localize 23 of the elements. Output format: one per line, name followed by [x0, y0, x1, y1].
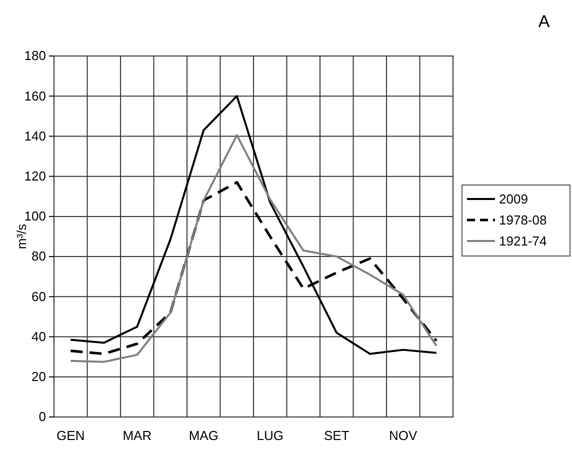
y-tick-label: 140 — [24, 128, 46, 144]
x-tick-label: NOV — [389, 428, 418, 444]
y-tick-label: 80 — [32, 248, 46, 264]
line-series — [70, 95, 438, 355]
x-tick-label: LUG — [256, 428, 284, 444]
text: A — [538, 12, 550, 31]
legend-label: 2009 — [499, 192, 528, 206]
x-tick-label: GEN — [56, 428, 85, 444]
y-tick-label: 0 — [38, 409, 46, 424]
legend-label: 1978-08 — [499, 212, 547, 228]
y-tick-label: 160 — [24, 88, 46, 104]
x-tick-label: SET — [324, 428, 350, 444]
x-tick-label: MAR — [122, 428, 152, 444]
y-axis-title: m³/s — [14, 223, 29, 250]
y-tick-label: 180 — [24, 48, 46, 64]
y-tick-label: 40 — [32, 328, 46, 344]
line-series — [70, 134, 438, 363]
y-tick-label: 20 — [32, 369, 46, 384]
x-tick-label: MAG — [188, 428, 218, 444]
y-tick-label: 60 — [32, 288, 46, 304]
y-tick-label: 100 — [24, 208, 46, 224]
legend-label: 1921-74 — [499, 234, 547, 248]
y-tick-label: 120 — [24, 168, 46, 184]
